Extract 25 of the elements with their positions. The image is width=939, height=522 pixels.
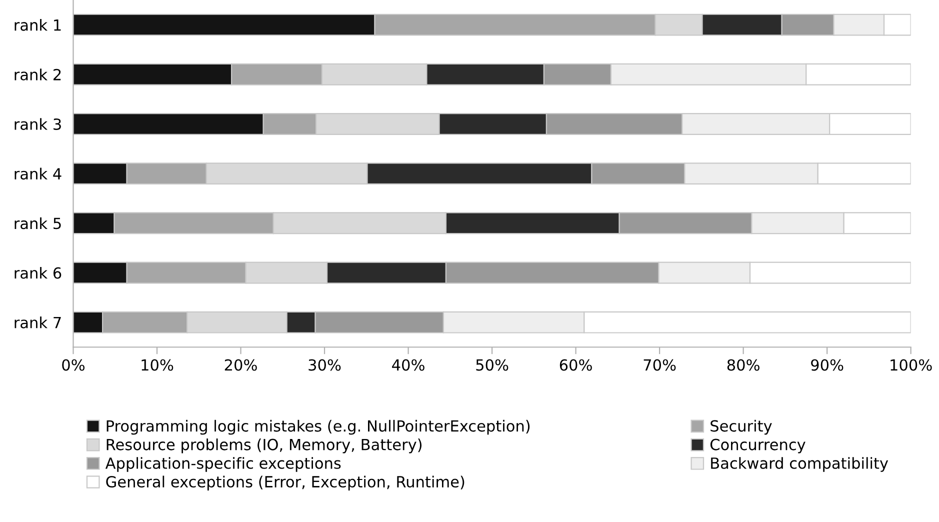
x-tick-label: 80% xyxy=(727,359,760,371)
x-tick-label: 20% xyxy=(224,359,257,371)
y-tick-label: rank 3 xyxy=(14,118,61,130)
x-tick-label: 10% xyxy=(142,359,174,371)
x-tick-label: 70% xyxy=(644,359,676,371)
x-tick-label: 60% xyxy=(560,359,592,371)
legend-label: Security xyxy=(710,420,772,435)
y-tick-label: rank 6 xyxy=(14,266,62,279)
x-tick-label: 0% xyxy=(62,359,85,371)
x-tick-label: 30% xyxy=(308,359,341,371)
y-tick-label: rank 2 xyxy=(14,68,61,80)
x-tick-label: 40% xyxy=(392,359,424,371)
legend-label: General exceptions (Error, Exception, Runtime) xyxy=(106,476,464,490)
legend-label: Resource problems (IO, Memory, Battery) xyxy=(106,438,422,454)
y-tick-label: rank 1 xyxy=(14,18,61,31)
y-tick-label: rank 4 xyxy=(14,168,62,180)
y-tick-label: rank 7 xyxy=(14,316,61,328)
x-tick-label: 100% xyxy=(890,359,932,371)
legend-label: Concurrency xyxy=(710,438,806,454)
x-tick-label: 90% xyxy=(811,359,844,371)
legend-label: Programming logic mistakes (e.g. NullPointerException) xyxy=(106,420,530,435)
x-tick-label: 50% xyxy=(476,359,508,371)
y-tick-label: rank 5 xyxy=(14,217,61,230)
legend-label: Application-specific exceptions xyxy=(105,457,341,472)
legend-label: Backward compatibility xyxy=(711,457,888,472)
